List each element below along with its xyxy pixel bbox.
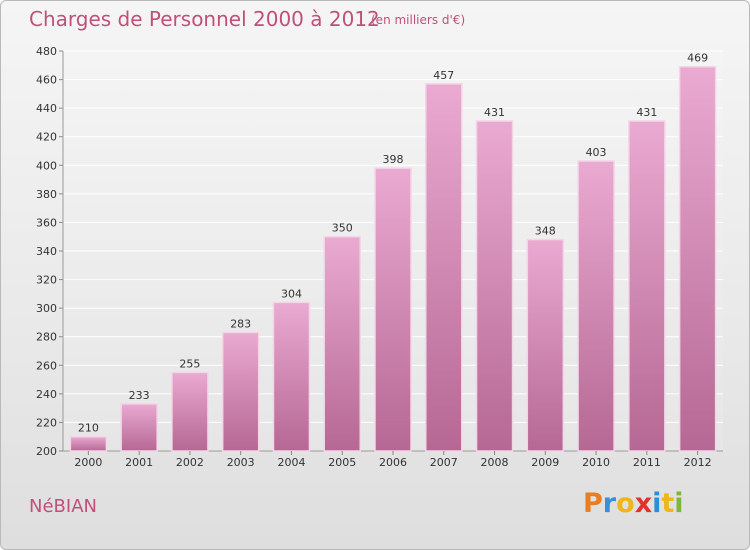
bar	[323, 235, 361, 452]
y-tick-label: 400	[36, 159, 57, 172]
y-tick-label: 200	[36, 445, 57, 458]
bar	[374, 167, 412, 452]
y-tick-label: 460	[36, 74, 57, 87]
data-label: 403	[586, 146, 607, 159]
unit-note: (en milliers d'€)	[371, 13, 466, 27]
x-tick-label: 2001	[125, 456, 153, 469]
bar	[475, 120, 514, 452]
x-tick-label: 2000	[74, 456, 102, 469]
x-tick-label: 2002	[176, 456, 204, 469]
logo-letter: P	[583, 488, 603, 519]
y-tick-label: 300	[36, 302, 57, 315]
data-label: 457	[433, 69, 454, 82]
x-tick-label: 2005	[328, 456, 356, 469]
x-tick-label: 2003	[227, 456, 255, 469]
y-tick-label: 440	[36, 102, 57, 115]
x-tick-label: 2009	[531, 456, 559, 469]
bar	[577, 160, 615, 452]
x-tick-label: 2012	[684, 456, 712, 469]
data-label: 431	[484, 106, 505, 119]
y-tick-label: 220	[36, 416, 57, 429]
x-tick-label: 2007	[430, 456, 458, 469]
x-tick-label: 2008	[481, 456, 509, 469]
y-tick-label: 480	[36, 45, 57, 58]
bar	[425, 83, 463, 452]
x-tick-label: 2010	[582, 456, 610, 469]
bar	[120, 403, 158, 452]
bar	[272, 301, 311, 452]
x-tick-label: 2004	[277, 456, 305, 469]
bar	[69, 435, 108, 452]
bar	[628, 120, 666, 452]
logo-letter: r	[602, 488, 617, 519]
data-label: 283	[230, 317, 251, 330]
y-tick-label: 260	[36, 359, 57, 372]
logo-letter: x	[634, 488, 653, 519]
place-name: NéBIAN	[29, 496, 97, 517]
bar	[221, 331, 260, 452]
data-label: 255	[179, 357, 200, 370]
y-tick-label: 340	[36, 245, 57, 258]
y-tick-label: 240	[36, 388, 57, 401]
proxiti-logo: Proxiti	[583, 488, 684, 519]
data-label: 398	[383, 153, 404, 166]
bar	[678, 65, 717, 452]
data-label: 350	[332, 222, 353, 235]
bar	[171, 371, 209, 452]
data-label: 233	[129, 389, 150, 402]
y-tick-label: 320	[36, 274, 57, 287]
data-label: 431	[636, 106, 657, 119]
x-tick-label: 2006	[379, 456, 407, 469]
logo-letter: o	[616, 488, 635, 519]
y-tick-label: 420	[36, 131, 57, 144]
x-tick-label: 2011	[633, 456, 661, 469]
bar	[526, 238, 565, 452]
data-label: 210	[78, 422, 99, 435]
y-tick-label: 380	[36, 188, 57, 201]
logo-letter: t	[661, 488, 675, 519]
y-tick-label: 360	[36, 216, 57, 229]
logo-letter: i	[652, 488, 662, 519]
data-label: 469	[687, 52, 708, 65]
logo-letter: i	[674, 488, 684, 519]
chart-title: Charges de Personnel 2000 à 2012	[29, 7, 380, 31]
data-label: 304	[281, 287, 302, 300]
y-tick-label: 280	[36, 331, 57, 344]
data-label: 348	[535, 225, 556, 238]
